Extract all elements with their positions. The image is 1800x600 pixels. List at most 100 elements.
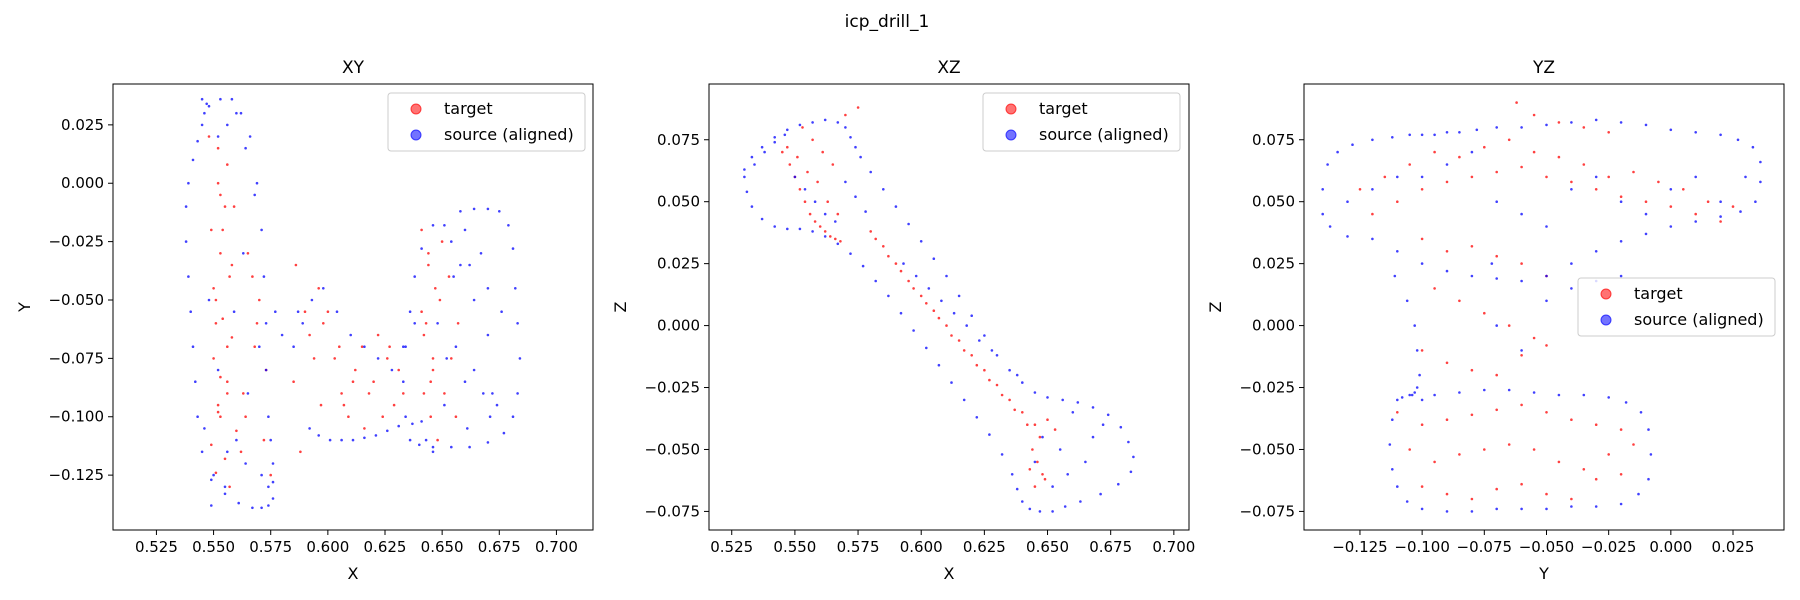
target-point (299, 450, 302, 454)
target-point (1041, 473, 1044, 476)
source-point (844, 180, 847, 184)
source-point (1028, 507, 1032, 511)
source-point (1619, 274, 1623, 278)
source-point (1405, 500, 1409, 503)
x-axis-ticks: 0.525 0.550 0.575 0.600 0.625 0.650 0.675 0.700 (135, 530, 578, 556)
source-point (203, 111, 206, 115)
source-point (1570, 188, 1573, 191)
source-point (1033, 460, 1037, 464)
source-point (1117, 482, 1120, 486)
y-tick-label: 0.000 (61, 174, 104, 192)
source-point (498, 210, 501, 213)
source-point (1021, 381, 1024, 384)
target-point (262, 438, 266, 442)
source-point (402, 380, 405, 384)
target-point (1669, 205, 1673, 208)
source-point (1015, 373, 1019, 377)
legend: target source (aligned) (387, 92, 586, 152)
x-tick-label: 0.675 (478, 538, 521, 556)
source-point (459, 263, 462, 267)
target-point (829, 235, 832, 238)
x-tick-label: −0.100 (1394, 538, 1450, 556)
source-point (1507, 388, 1511, 392)
source-point (1420, 398, 1424, 402)
target-point (1545, 175, 1548, 179)
source-point (223, 492, 227, 496)
target-point (1557, 155, 1561, 159)
target-point (228, 485, 231, 489)
legend-marker-source (1005, 129, 1017, 141)
source-point (834, 220, 837, 223)
target-point (894, 262, 898, 265)
source-point (1391, 418, 1394, 422)
target-point (354, 368, 357, 372)
source-point (773, 136, 776, 139)
target-point (1619, 195, 1623, 198)
source-point (753, 163, 756, 166)
source-point (502, 431, 506, 435)
source-point (1639, 411, 1643, 414)
target-point (1458, 453, 1461, 456)
target-point (844, 113, 847, 117)
target-point (950, 334, 953, 337)
source-point (1063, 505, 1067, 508)
source-point (988, 433, 991, 436)
source-point (200, 97, 204, 101)
target-point (246, 252, 250, 255)
source-point (1445, 131, 1449, 134)
target-point (1021, 411, 1024, 414)
target-point (239, 450, 243, 454)
source-point (463, 380, 467, 384)
source-point (264, 368, 268, 372)
source-point (1346, 235, 1349, 238)
target-point (294, 263, 298, 267)
source-point (1669, 225, 1673, 228)
source-point (1570, 121, 1573, 124)
target-point (431, 357, 435, 360)
source-point (260, 473, 263, 477)
target-point (392, 403, 396, 407)
source-point (271, 480, 275, 484)
source-point (1336, 150, 1339, 154)
target-point (1043, 477, 1047, 481)
source-point (420, 420, 423, 423)
target-point (1033, 423, 1037, 427)
target-point (1028, 468, 1032, 471)
target-point (1445, 250, 1449, 253)
source-point (463, 228, 467, 232)
target-point (1545, 411, 1548, 414)
target-point (1408, 448, 1411, 451)
source-point (317, 434, 321, 437)
target-point (1594, 477, 1598, 481)
target-point (360, 345, 364, 349)
target-point (427, 252, 430, 255)
target-point (1033, 485, 1037, 488)
source-point (1570, 262, 1573, 265)
source-point (894, 205, 898, 208)
plot-frame (1303, 83, 1785, 531)
source-point (1371, 138, 1374, 142)
source-point (296, 310, 300, 314)
source-point (1619, 240, 1623, 243)
y-axis-ticks: 0.075 0.050 0.025 0.000 −0.025 −0.050 −0.075 (1239, 131, 1304, 520)
source-point (1594, 250, 1598, 253)
source-point (468, 445, 471, 449)
x-tick-label: 0.700 (535, 538, 578, 556)
x-tick-label: 0.525 (710, 538, 753, 556)
target-point (226, 380, 229, 384)
target-point (244, 415, 247, 419)
source-point (210, 478, 213, 482)
target-point (1046, 418, 1049, 422)
scatter-panel-xz: 0.525 0.550 0.575 0.600 0.625 0.650 0.675 0.700… (611, 58, 1195, 583)
source-point (990, 349, 994, 352)
source-point (952, 311, 956, 315)
target-point (1719, 220, 1722, 223)
source-point (927, 287, 931, 290)
source-point (511, 415, 515, 419)
y-tick-label: 0.000 (657, 317, 700, 335)
source-point (402, 345, 405, 349)
data-points (743, 106, 1135, 513)
source-point (351, 438, 355, 442)
x-tick-label: −0.125 (1332, 538, 1388, 556)
source-point (1328, 225, 1332, 228)
